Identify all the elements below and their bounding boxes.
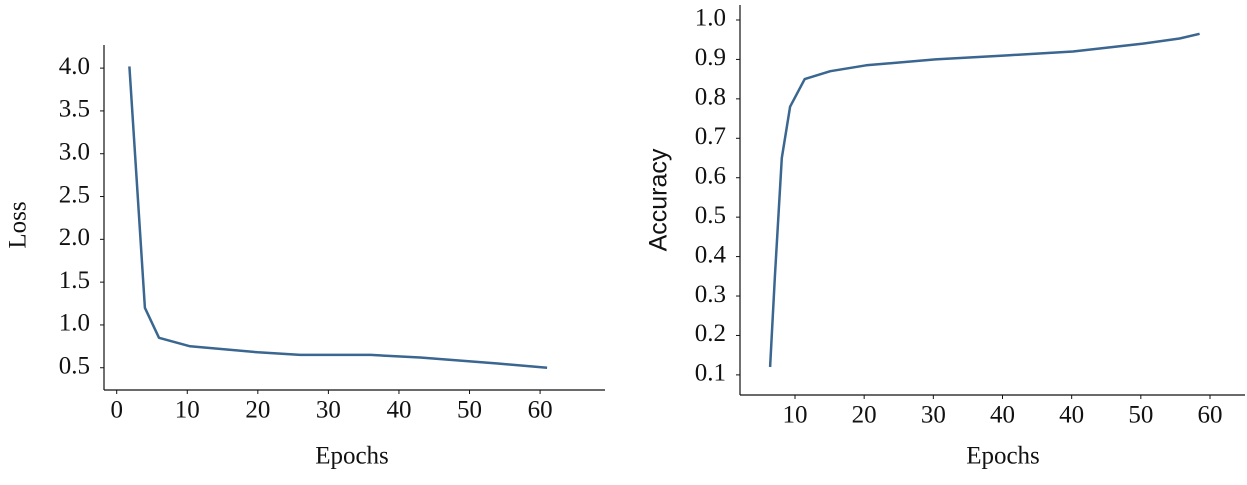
x-tick-label: 60 (528, 397, 553, 424)
y-tick-label: 3.5 (59, 96, 90, 123)
y-tick-label: 0.5 (695, 202, 726, 229)
y-tick-label: 0.6 (695, 162, 726, 189)
x-tick-label: 50 (1128, 402, 1153, 429)
x-tick-label: 40 (1059, 402, 1084, 429)
y-tick-label: 4.0 (59, 53, 90, 80)
line-series (128, 66, 548, 369)
y-axis-label: Accuracy (645, 148, 673, 251)
y-tick-label: 0.3 (695, 281, 726, 308)
y-axis-label: Loss (5, 201, 32, 248)
x-tick-label: 10 (175, 397, 200, 424)
y-tick-label: 2.5 (59, 181, 90, 208)
y-tick-label: 0.1 (695, 360, 726, 387)
x-tick-label: 50 (457, 397, 482, 424)
line-series (768, 32, 1200, 368)
y-tick-label: 3.0 (59, 138, 90, 165)
x-tick-label: 40 (386, 397, 411, 424)
y-tick-label: 0.9 (695, 44, 726, 71)
y-tick-label: 0.8 (695, 84, 726, 111)
y-tick-label: 2.0 (59, 224, 90, 251)
y-tick-label: 0.2 (695, 320, 726, 347)
x-axis-label: Epochs (315, 443, 389, 470)
x-tick-label: 40 (990, 402, 1015, 429)
x-tick-label: 30 (316, 397, 341, 424)
y-tick-label: 0.5 (59, 352, 90, 379)
x-tick-label: 10 (782, 402, 807, 429)
x-axis-label: Epochs (966, 443, 1040, 470)
y-tick-label: 0.4 (695, 241, 727, 268)
y-tick-label: 0.7 (695, 123, 726, 150)
y-tick-label: 1.0 (59, 310, 90, 337)
y-tick-label: 1.0 (695, 5, 726, 32)
y-tick-label: 1.5 (59, 267, 90, 294)
x-tick-label: 20 (245, 397, 270, 424)
x-tick-label: 60 (1198, 402, 1223, 429)
x-tick-label: 0 (110, 397, 123, 424)
x-tick-label: 20 (852, 402, 877, 429)
x-tick-label: 30 (921, 402, 946, 429)
